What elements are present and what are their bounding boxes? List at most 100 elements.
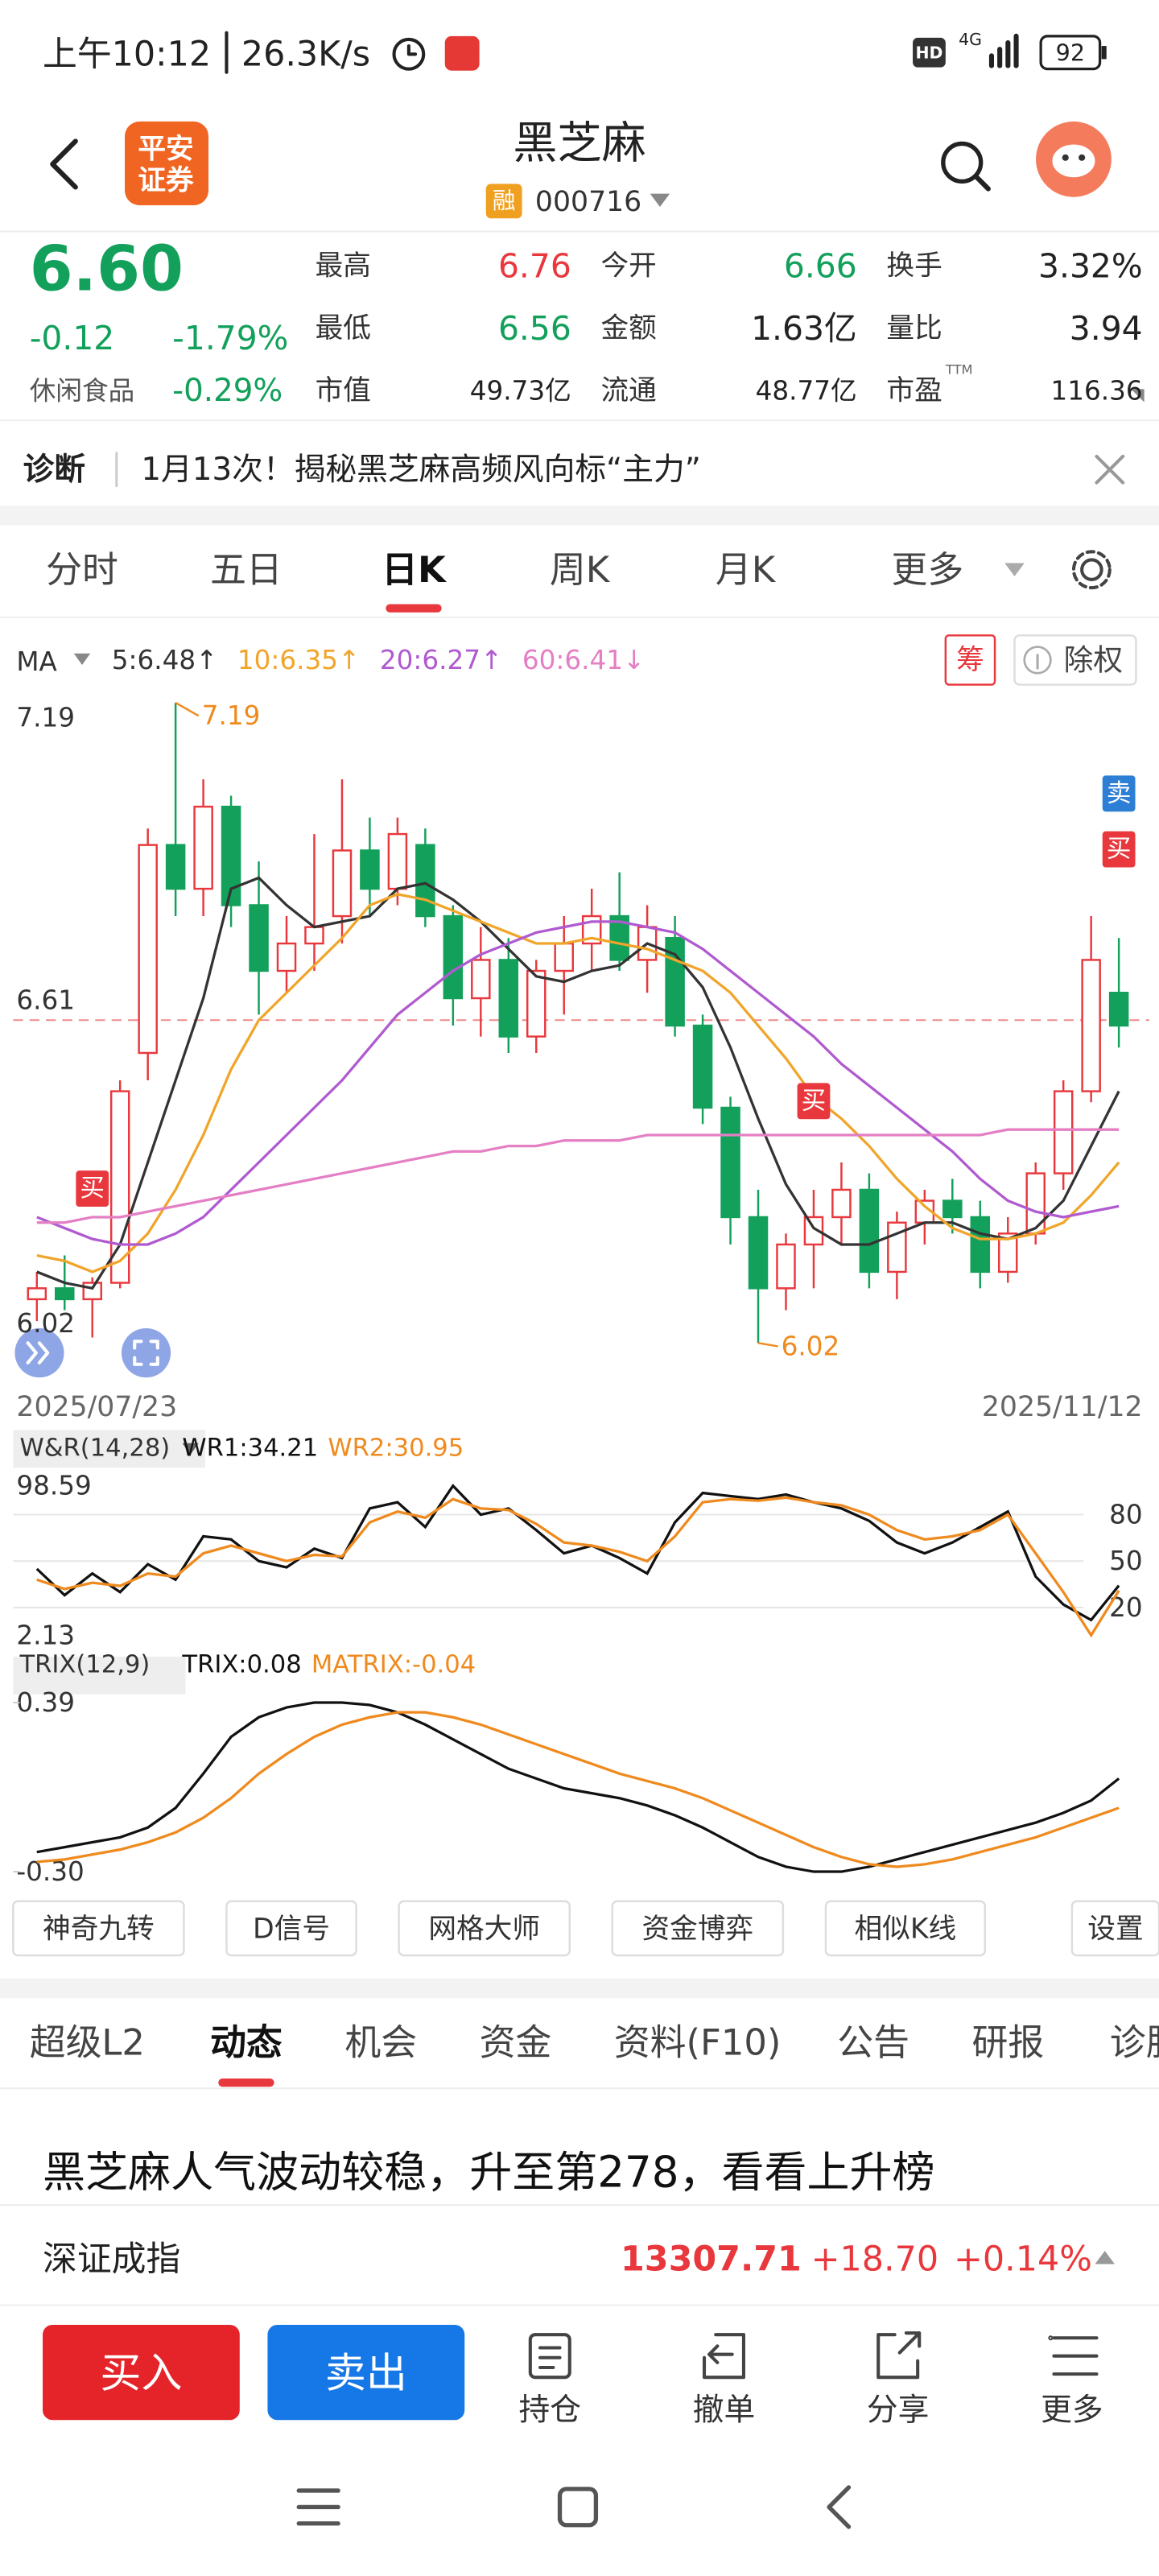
status-network: 4G (959, 30, 982, 49)
section-tab[interactable]: 超级L2 (30, 2021, 145, 2064)
legend-entry: WR1:34.21 (182, 1434, 318, 1462)
candle-body (692, 1024, 713, 1109)
candle-body (748, 1216, 769, 1290)
series-line (36, 920, 1120, 1246)
candle-body (443, 914, 464, 1000)
y-tick-label: 6.61 (16, 985, 75, 1016)
status-hd: HD (915, 43, 942, 62)
y-range-label: 2.13 (16, 1620, 75, 1650)
candle-body (720, 1106, 740, 1219)
action-item[interactable]: 持仓 (519, 2392, 582, 2429)
broker-logo: 证券 (138, 164, 194, 196)
y-tick-label: 6.02 (16, 1308, 75, 1339)
period-tab[interactable]: 五日 (210, 548, 283, 591)
candle-body (609, 914, 629, 961)
period-tab[interactable]: 更多 (892, 548, 964, 591)
tool-label[interactable]: 设置 (1087, 1913, 1143, 1945)
index-change: +18.70 (811, 2239, 939, 2279)
action-item[interactable]: 撤单 (693, 2392, 756, 2429)
broker-logo: 平安 (138, 134, 193, 166)
stat-label: 市值 (316, 374, 371, 407)
tool-button[interactable] (824, 1900, 987, 1957)
stat-label: 最低 (316, 312, 371, 345)
stat-label: 流通 (601, 374, 657, 407)
stat-label: 量比 (886, 312, 942, 345)
period-tab[interactable]: 月K (716, 548, 777, 591)
index-pct: +0.14% (954, 2239, 1092, 2279)
chip-button[interactable]: 筹 (956, 644, 984, 676)
y-tick-label: 50 (1109, 1546, 1143, 1576)
stat-label: 市盈 (886, 374, 942, 407)
stat-label: 金额 (601, 312, 657, 345)
period-tab[interactable]: 周K (550, 548, 611, 591)
section-tab[interactable]: 诊股 (1110, 2021, 1159, 2064)
section-tab[interactable]: 公告 (837, 2021, 909, 2064)
tool-label[interactable]: 相似K线 (855, 1913, 957, 1945)
sell-button[interactable]: 卖出 (325, 2351, 407, 2398)
legend-entry: 60:6.41↓ (522, 645, 645, 675)
tool-label[interactable]: 神奇九转 (43, 1913, 155, 1945)
sector: 休闲食品 (30, 375, 135, 406)
series-line (35, 1484, 1120, 1622)
tab-underline (386, 604, 442, 613)
tool-button[interactable] (225, 1900, 357, 1957)
section-tab[interactable]: 动态 (210, 2021, 283, 2064)
status-time: 上午10:12 (43, 34, 211, 74)
section-tab[interactable]: 机会 (344, 2021, 417, 2064)
y-range-label: 98.59 (16, 1471, 91, 1501)
period-tab[interactable]: 日K (382, 548, 448, 591)
x-tick-label: 2025/11/12 (982, 1391, 1143, 1423)
indicator-title: TRIX(12,9) (19, 1651, 150, 1679)
legend-entry: WR2:30.95 (328, 1434, 464, 1462)
stock-code: 000716 (535, 186, 641, 218)
tool-label[interactable]: 网格大师 (428, 1913, 540, 1945)
candle-body (1108, 992, 1129, 1027)
signal-label: 买 (802, 1087, 827, 1115)
stat-value: 6.76 (498, 246, 571, 285)
min-leader (757, 1342, 778, 1348)
signal-badge (1102, 775, 1136, 812)
headline[interactable]: 黑芝麻人气波动较稳，升至第278，看看上升榜 (43, 2147, 935, 2197)
section-tab[interactable]: 资料(F10) (614, 2021, 782, 2064)
diagnosis-text[interactable]: 1月13次！揭秘黑芝麻高频风向标“主力” (141, 452, 700, 488)
candle-body (332, 849, 353, 918)
status-battery: 92 (1056, 39, 1085, 66)
section-tab[interactable]: 资金 (480, 2021, 552, 2064)
tool-label[interactable]: D信号 (253, 1913, 330, 1945)
stat-sup: TTM (945, 361, 973, 377)
period-tab[interactable]: 分时 (46, 548, 118, 591)
min-annotation: 6.02 (782, 1331, 840, 1361)
signal-badge (76, 1170, 109, 1208)
signal-label: 买 (1107, 836, 1132, 864)
section-tab[interactable]: 研报 (971, 2021, 1044, 2064)
legend-entry: TRIX:0.08 (181, 1651, 301, 1679)
y-tick-label: 0.39 (16, 1687, 75, 1718)
exright-button[interactable]: 除权 (1064, 642, 1123, 677)
y-tick-label: 7.19 (16, 702, 75, 733)
stat-label: 换手 (886, 250, 942, 282)
candle-body (831, 1188, 852, 1219)
stat-value: 49.73亿 (470, 375, 571, 406)
tool-label[interactable]: 资金博弈 (642, 1913, 754, 1945)
series-line (36, 1128, 1120, 1224)
index-name: 深证成指 (43, 2239, 180, 2279)
tool-button[interactable] (611, 1900, 785, 1957)
action-item[interactable]: 分享 (867, 2392, 930, 2429)
stat-label: 今开 (601, 250, 657, 282)
candle-body (471, 959, 491, 1000)
tool-button[interactable] (1070, 1900, 1159, 1957)
action-item[interactable]: 更多 (1041, 2392, 1103, 2429)
candle-body (1053, 1090, 1074, 1174)
tool-button[interactable] (12, 1900, 185, 1957)
candle-body (526, 969, 547, 1038)
tool-button[interactable] (398, 1900, 571, 1957)
series-line (36, 1711, 1120, 1868)
buy-button[interactable]: 买入 (100, 2351, 182, 2398)
candle-body (859, 1188, 880, 1274)
price-change-pct: -1.79% (172, 319, 288, 357)
stat-value: 48.77亿 (756, 375, 857, 406)
signal-label: 买 (80, 1174, 105, 1203)
candle-body (1081, 959, 1101, 1092)
